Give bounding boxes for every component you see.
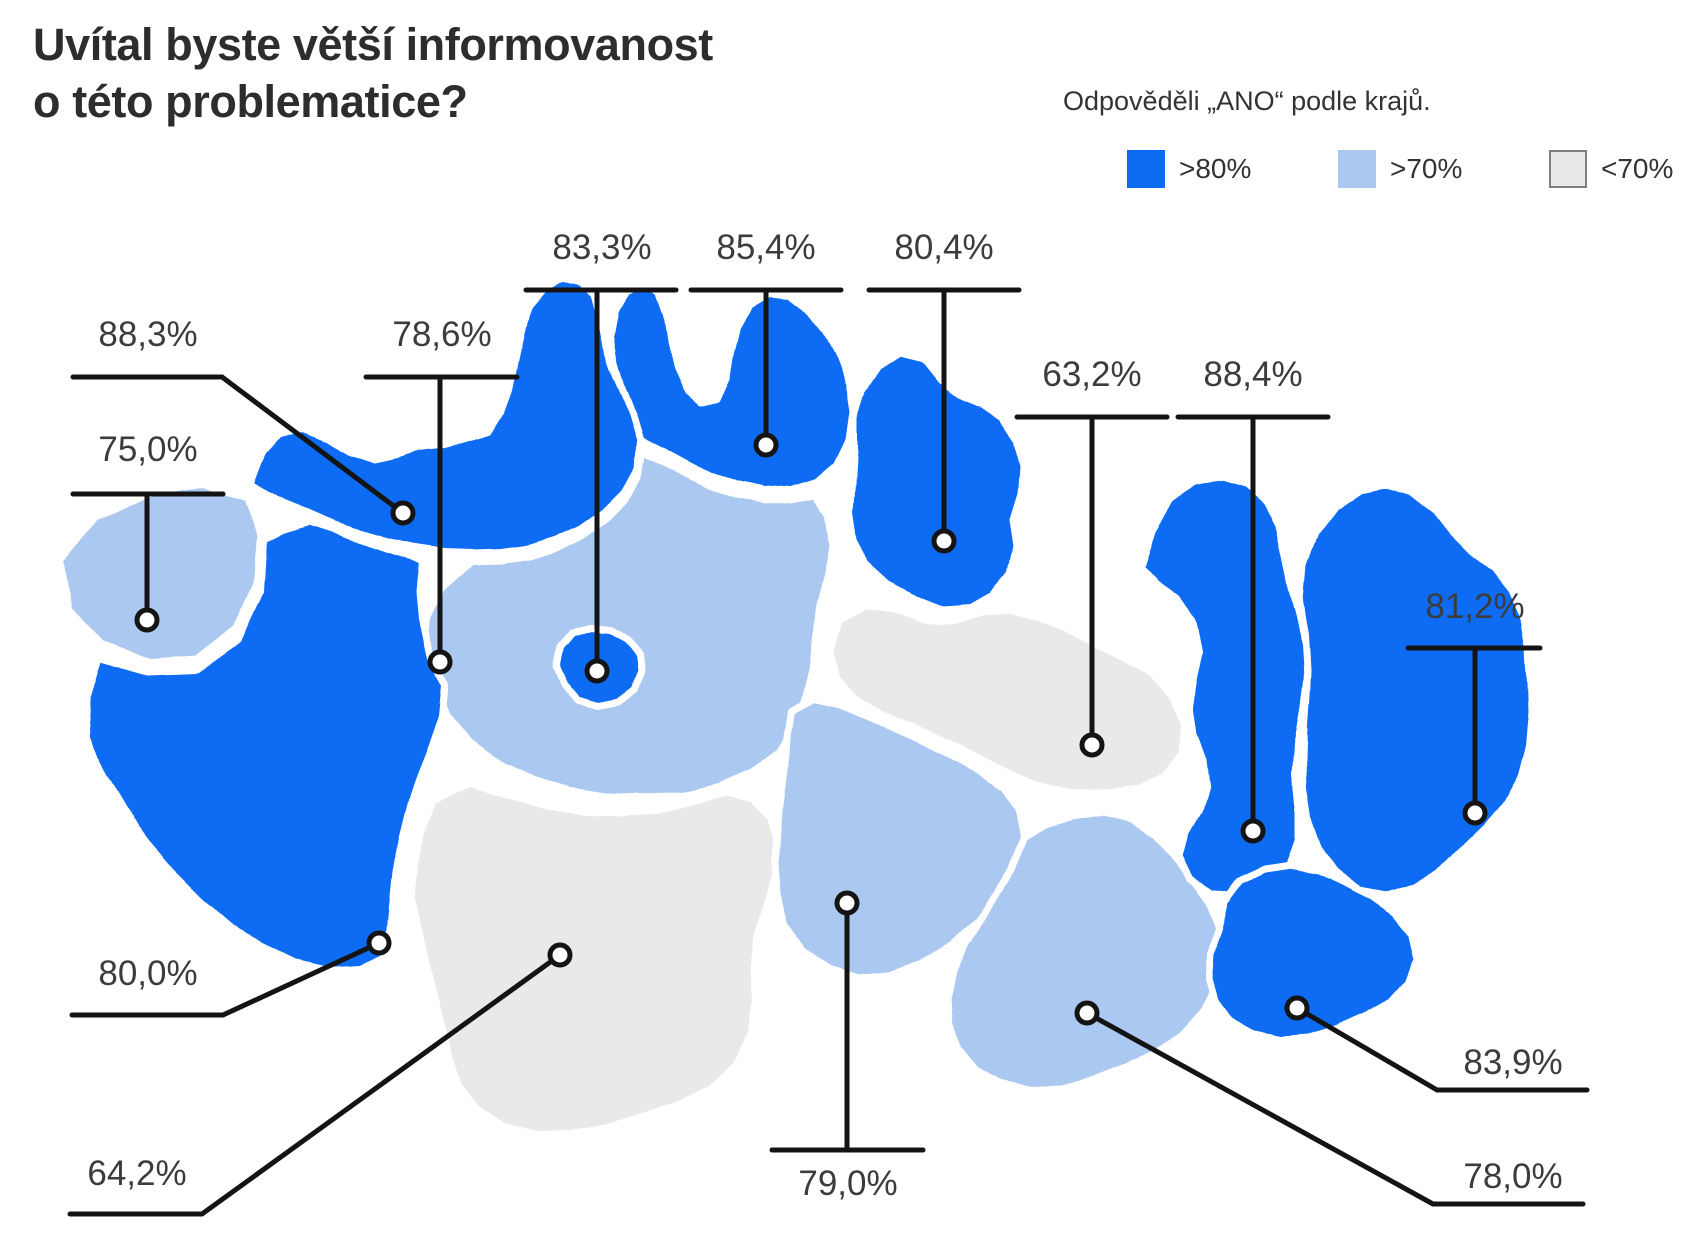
marker-dot	[931, 528, 957, 554]
region-moravskoslezsky[interactable]	[1296, 480, 1536, 899]
region-olomoucky[interactable]	[1136, 474, 1311, 902]
legend-item-3: <70%	[1549, 150, 1701, 188]
value-label: 83,3%	[552, 228, 651, 267]
region-zlinsky[interactable]	[1204, 862, 1420, 1044]
callout-stredocesky: 78,6%	[363, 315, 520, 675]
callout-plzensky: 80,0%	[69, 930, 392, 1018]
legend-label: <70%	[1601, 153, 1674, 184]
legend-item-1: >80%	[1127, 150, 1338, 188]
callout-liberecky: 85,4%	[688, 228, 844, 458]
region-stredocesky[interactable]	[421, 448, 836, 802]
page-title: Uvítal byste větší informovanost o této …	[33, 16, 713, 130]
callout-olomoucky: 88,4%	[1175, 355, 1331, 844]
page-title-line2: o této problematice?	[33, 76, 468, 128]
leader-line	[1084, 1010, 1436, 1207]
value-label: 81,2%	[1425, 587, 1524, 626]
callout-praha: 83,3%	[523, 228, 679, 684]
leader-line	[1294, 1005, 1440, 1093]
value-label: 78,6%	[392, 315, 491, 354]
marker-dot	[1462, 800, 1488, 826]
marker-dot	[134, 607, 160, 633]
marker-dot	[753, 432, 779, 458]
value-label: 88,3%	[98, 315, 197, 354]
callout-vysocina: 79,0%	[769, 890, 926, 1203]
callout-moravskoslezsky: 81,2%	[1405, 587, 1543, 826]
value-label: 63,2%	[1042, 355, 1141, 394]
region-jihocesky[interactable]	[408, 778, 782, 1138]
callout-zlinsky: 83,9%	[1284, 995, 1590, 1093]
value-label: 79,0%	[798, 1164, 897, 1203]
value-label: 78,0%	[1463, 1157, 1562, 1196]
region-plzensky[interactable]	[82, 518, 449, 976]
callout-jihomoravsky: 78,0%	[1074, 1000, 1586, 1207]
marker-dot	[1284, 995, 1310, 1021]
legend-swatch-icon	[1338, 150, 1376, 188]
marker-dot	[834, 890, 860, 916]
callout-ustecky: 88,3%	[70, 315, 416, 526]
legend-label: >80%	[1179, 153, 1252, 184]
leader-line	[220, 940, 382, 1018]
legend-item-2: >70%	[1338, 150, 1549, 188]
page-title-line1: Uvítal byste větší informovanost	[33, 19, 713, 70]
marker-dot	[390, 500, 416, 526]
value-label: 83,9%	[1463, 1043, 1562, 1082]
leader-line	[199, 952, 563, 1217]
legend-title: Odpověděli „ANO“ podle krajů.	[1063, 86, 1431, 116]
value-label: 64,2%	[87, 1154, 186, 1193]
value-label: 75,0%	[98, 430, 197, 469]
legend: >80% >70% <70%	[1127, 150, 1701, 188]
legend-swatch-icon	[1127, 150, 1165, 188]
region-karlovarsky[interactable]	[56, 480, 264, 665]
marker-dot	[1240, 818, 1266, 844]
region-ustecky[interactable]	[246, 274, 644, 557]
callout-kralovehradecky: 80,4%	[866, 228, 1022, 554]
callout-jihocesky: 64,2%	[67, 942, 573, 1217]
marker-dot	[1079, 732, 1105, 758]
leader-line	[219, 374, 406, 516]
marker-dot	[366, 930, 392, 956]
value-label: 85,4%	[716, 228, 815, 267]
region-liberecky[interactable]	[606, 280, 858, 496]
marker-dot	[1074, 1000, 1100, 1026]
legend-label: >70%	[1390, 153, 1463, 184]
marker-dot	[427, 649, 453, 675]
marker-dot	[584, 658, 610, 684]
value-label: 80,4%	[894, 228, 993, 267]
value-label: 88,4%	[1203, 355, 1302, 394]
marker-dot	[547, 942, 573, 968]
region-kralovehradecky[interactable]	[846, 348, 1026, 612]
callout-pardubicky: 63,2%	[1014, 355, 1170, 758]
value-label: 80,0%	[98, 954, 197, 993]
region-jihomoravsky[interactable]	[942, 810, 1226, 1093]
callout-karlovarsky: 75,0%	[70, 430, 226, 633]
legend-swatch-icon	[1549, 150, 1587, 188]
